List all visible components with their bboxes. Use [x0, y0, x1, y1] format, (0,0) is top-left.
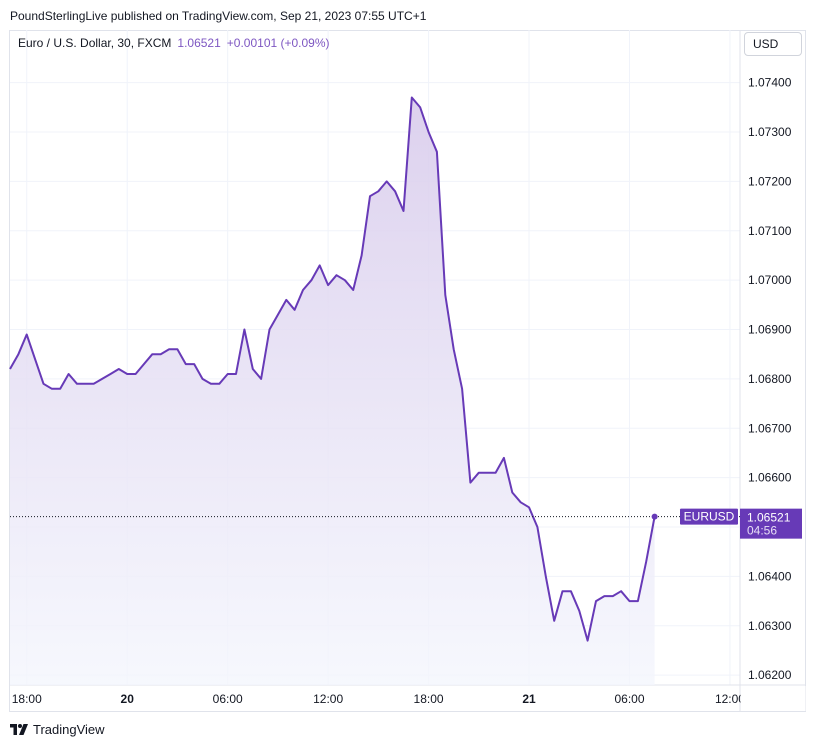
legend-symbol: Euro / U.S. Dollar, 30, FXCM	[18, 36, 172, 50]
x-tick-label: 18:00	[414, 692, 444, 706]
x-tick-label: 12:00	[715, 692, 745, 706]
x-tick-label: 12:00	[313, 692, 343, 706]
price-line[interactable]	[9, 96, 656, 642]
y-tick-label: 1.06300	[748, 619, 792, 633]
x-tick-label: 06:00	[614, 692, 644, 706]
symbol-label-bg	[680, 508, 738, 525]
publisher-line: PoundSterlingLive published on TradingVi…	[10, 9, 427, 23]
price-label-value: 1.06521	[747, 511, 791, 525]
symbol-label: EURUSD	[684, 510, 735, 524]
y-tick-label: 1.07400	[748, 76, 792, 90]
tradingview-logo[interactable]: TradingView	[10, 722, 105, 737]
y-tick-label: 1.07300	[748, 125, 792, 139]
y-tick-label: 1.06600	[748, 471, 792, 485]
x-tick-label: 18:00	[12, 692, 42, 706]
x-tick-label: 21	[522, 692, 536, 706]
tradingview-logo-text: TradingView	[33, 722, 105, 737]
y-tick-label: 1.06200	[748, 668, 792, 682]
currency-button[interactable]: USD	[744, 32, 802, 56]
price-area-fill	[10, 97, 655, 685]
price-label-countdown: 04:56	[747, 524, 777, 538]
legend-change: +0.00101 (+0.09%)	[226, 36, 330, 50]
y-tick-label: 1.07100	[748, 224, 792, 238]
y-tick-label: 1.06400	[748, 569, 792, 583]
y-tick-label: 1.06900	[748, 323, 792, 337]
price-axis-corner	[740, 686, 806, 711]
chart-frame	[9, 30, 806, 712]
price-label-bg	[740, 508, 802, 539]
y-tick-label: 1.07000	[748, 273, 792, 287]
legend-last-value: 1.06521	[177, 36, 221, 50]
last-price-dot	[651, 513, 658, 520]
y-tick-label: 1.06700	[748, 421, 792, 435]
x-tick-label: 20	[121, 692, 135, 706]
y-tick-label: 1.06800	[748, 372, 792, 386]
tradingview-logo-icon	[10, 724, 28, 735]
x-tick-label: 06:00	[213, 692, 243, 706]
chart-legend: Euro / U.S. Dollar, 30, FXCM 1.06521 +0.00…	[18, 36, 330, 50]
y-tick-label: 1.07200	[748, 174, 792, 188]
